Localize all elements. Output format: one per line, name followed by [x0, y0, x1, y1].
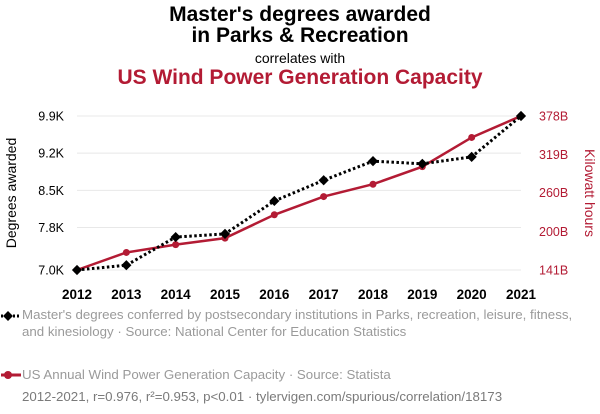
point-degrees	[71, 264, 83, 276]
legend-marker-degrees	[1, 311, 21, 321]
legend-text-wind: US Annual Wind Power Generation Capacity…	[22, 367, 391, 382]
y-right-axis-title: Kilowatt hours	[582, 149, 598, 237]
x-tick-label: 2016	[259, 287, 290, 302]
x-tick-label: 2019	[407, 287, 437, 302]
x-tick-label: 2013	[111, 287, 142, 302]
series-line-degrees	[76, 114, 522, 272]
chart-title-line-1: Master's degrees awarded	[169, 3, 431, 26]
point-degrees	[367, 156, 379, 167]
y-left-tick-label: 8.5K	[38, 184, 64, 198]
legend-item-wind: US Annual Wind Power Generation Capacity…	[0, 366, 600, 384]
y-right-tick-label: 260B	[539, 186, 568, 200]
x-tick-label: 2018	[358, 287, 389, 302]
legend-item-degrees: Master's degrees conferred by postsecond…	[0, 306, 600, 358]
correlates-text: correlates with	[254, 50, 346, 66]
point-degrees	[318, 175, 329, 186]
legend-marker-wind	[1, 371, 21, 379]
point-wind	[320, 193, 328, 201]
point-wind	[172, 241, 180, 249]
legend-text-degrees: Master's degrees conferred by postsecond…	[22, 307, 573, 339]
point-wind	[122, 248, 130, 256]
point-degrees	[121, 260, 132, 271]
footer-stats: 2012-2021, r=0.976, r²=0.953, p<0.01 · t…	[22, 389, 503, 404]
chart-title-secondary: US Wind Power Generation Capacity	[117, 66, 483, 89]
x-tick-label: 2012	[62, 287, 92, 302]
point-wind	[270, 211, 278, 219]
point-wind	[369, 180, 377, 188]
y-right-tick-label: 141B	[539, 264, 568, 278]
chart: 7.0K 7.8K 8.5K 9.2K 9.9K 141B 200B 260B 319B 378B…	[3, 110, 598, 303]
x-tick-label: 2015	[210, 287, 241, 302]
y-right-tick-label: 200B	[539, 225, 568, 239]
y-right-tick-label: 378B	[539, 110, 568, 124]
y-left-axis-title: Degrees awarded	[3, 138, 19, 249]
y-left-tick-label: 9.9K	[38, 110, 64, 124]
point-degrees	[170, 231, 181, 243]
x-tick-label: 2020	[457, 287, 487, 302]
y-left-tick-label: 7.8K	[38, 221, 64, 235]
x-tick-label: 2014	[161, 287, 192, 302]
y-left-tick-label: 9.2K	[38, 147, 64, 161]
x-tick-label: 2017	[309, 287, 339, 302]
point-degrees	[466, 151, 477, 162]
y-left-tick-label: 7.0K	[38, 264, 64, 278]
series-line-wind	[76, 114, 522, 272]
y-right-tick-label: 319B	[539, 148, 568, 162]
point-degrees	[269, 195, 280, 207]
chart-title-line-2: in Parks & Recreation	[191, 24, 409, 47]
point-degrees	[515, 110, 527, 122]
point-wind	[468, 133, 476, 141]
x-tick-label: 2021	[506, 287, 537, 302]
